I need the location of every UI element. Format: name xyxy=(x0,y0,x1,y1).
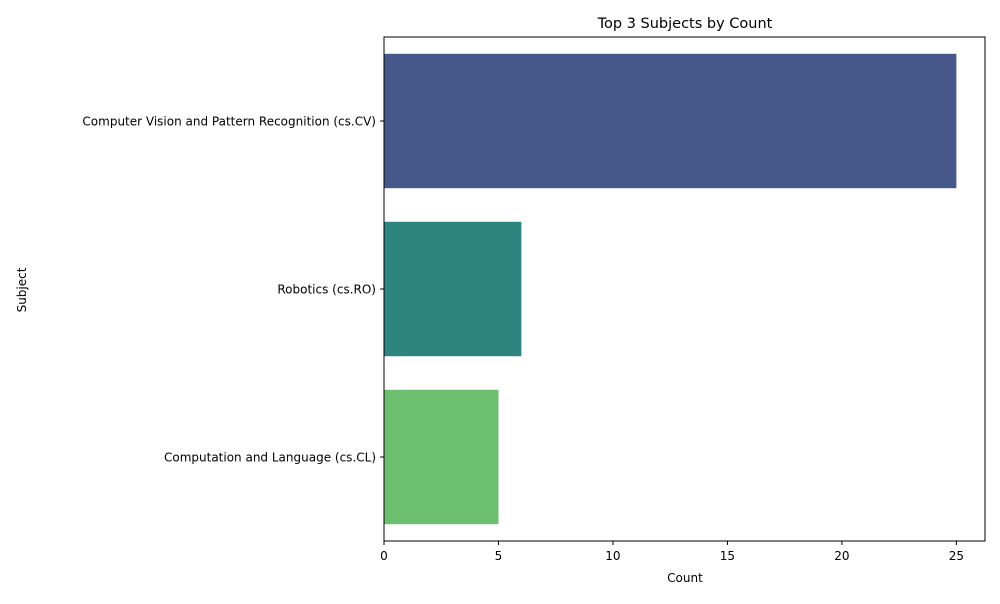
x-tick-label: 25 xyxy=(949,549,964,563)
bar xyxy=(384,53,957,189)
x-axis-ticks: 0 5 10 15 20 25 xyxy=(380,541,964,563)
y-tick-label: Computer Vision and Pattern Recognition … xyxy=(82,115,376,129)
axes-spines xyxy=(383,36,986,542)
x-tick-label: 10 xyxy=(605,549,620,563)
x-tick-label: 15 xyxy=(720,549,735,563)
y-axis-label: Subject xyxy=(15,267,29,312)
y-tick-label: Robotics (cs.RO) xyxy=(277,283,376,297)
x-axis-label: Count xyxy=(667,571,703,585)
x-tick-label: 0 xyxy=(380,549,388,563)
chart-title: Top 3 Subjects by Count xyxy=(597,16,773,32)
bar xyxy=(384,389,499,525)
bars-group xyxy=(384,53,957,525)
y-tick-label: Computation and Language (cs.CL) xyxy=(164,451,376,465)
bar xyxy=(384,221,522,357)
y-axis-ticks: Computer Vision and Pattern Recognition … xyxy=(82,115,384,465)
x-tick-label: 20 xyxy=(834,549,849,563)
plot-frame xyxy=(383,36,986,542)
x-tick-label: 5 xyxy=(495,549,503,563)
